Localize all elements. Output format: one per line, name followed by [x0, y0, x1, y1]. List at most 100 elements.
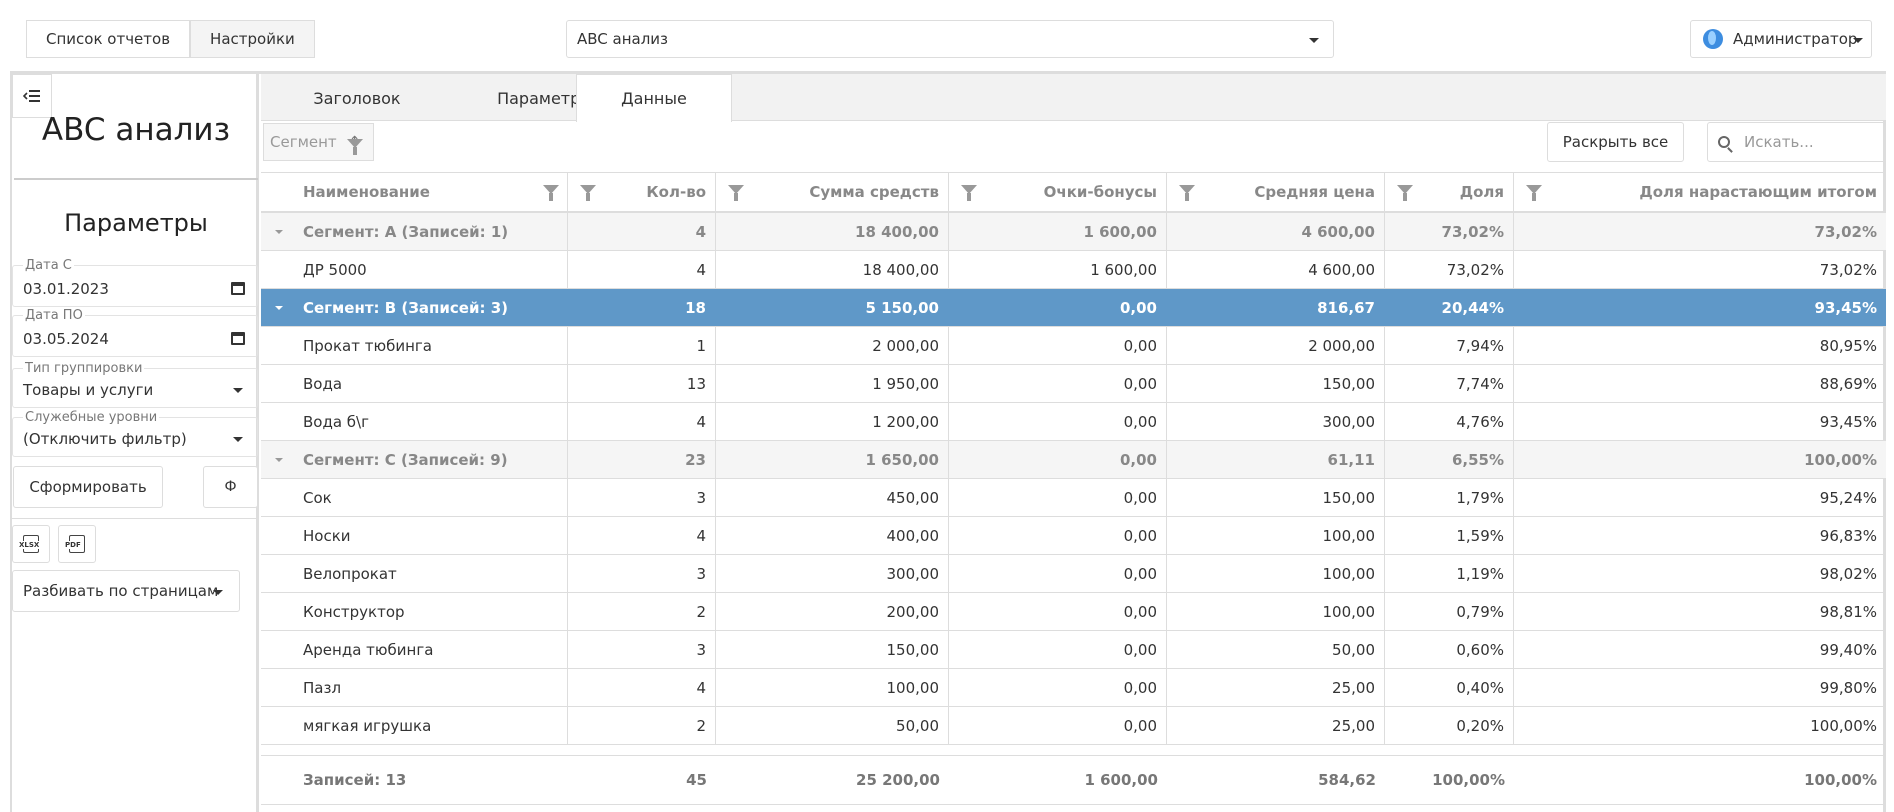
f-button[interactable]: Ф: [203, 466, 258, 508]
table-cell: 1: [568, 327, 716, 364]
paging-select[interactable]: Разбивать по страницам: [12, 570, 240, 612]
date-from-field[interactable]: Дата С 03.01.2023: [12, 259, 258, 307]
xlsx-file-icon: XLSX: [18, 535, 41, 553]
table-cell: мягкая игрушка: [261, 707, 568, 744]
col-header-cumulative-share[interactable]: Доля нарастающим итогом: [1514, 173, 1886, 211]
col-header-share[interactable]: Доля: [1385, 173, 1514, 211]
group-row[interactable]: Сегмент: B (Записей: 3) 18 5 150,00 0,00 816…: [261, 289, 1886, 327]
table-cell: 0,00: [949, 479, 1167, 516]
table-row[interactable]: Конструктор 2 200,00 0,00 100,00 0,79% 98,81%: [261, 593, 1886, 631]
table-cell: 99,40%: [1819, 640, 1877, 659]
collapse-sidebar-button[interactable]: [12, 74, 52, 118]
col-header-qty[interactable]: Кол-во: [568, 173, 716, 211]
table-cell: 0,79%: [1385, 593, 1514, 630]
table-cell: 4 600,00: [1167, 213, 1385, 250]
table-cell: 0,20%: [1385, 707, 1514, 744]
expand-caret-icon[interactable]: [275, 230, 283, 234]
filter-icon[interactable]: [1526, 185, 1542, 201]
table-cell: 73,02%: [1819, 260, 1877, 279]
table-row[interactable]: Носки 4 400,00 0,00 100,00 1,59% 96,83%: [261, 517, 1886, 555]
table-cell: 7,74%: [1385, 365, 1514, 402]
group-row[interactable]: Сегмент: A (Записей: 1) 4 18 400,00 1 600,0…: [261, 213, 1886, 251]
pdf-label: PDF: [64, 541, 82, 549]
export-pdf-button[interactable]: PDF: [58, 525, 96, 563]
table-row[interactable]: Велопрокат 3 300,00 0,00 100,00 1,19% 98,02%: [261, 555, 1886, 593]
search-icon: [1718, 136, 1730, 148]
table-cell: 1,19%: [1385, 555, 1514, 592]
filter-icon[interactable]: [543, 185, 559, 201]
table-cell: 1 950,00: [716, 365, 949, 402]
summary-cell: 100,00%: [1432, 771, 1505, 789]
table-cell: 400,00: [716, 517, 949, 554]
settings-button[interactable]: Настройки: [190, 20, 315, 58]
col-header-label: Сумма средств: [809, 183, 939, 201]
table-row[interactable]: Аренда тюбинга 3 150,00 0,00 50,00 0,60% 99,40…: [261, 631, 1886, 669]
filter-icon[interactable]: [728, 185, 744, 201]
user-menu[interactable]: Администратор: [1690, 20, 1872, 58]
user-name: Администратор: [1733, 30, 1858, 48]
table-cell: 5 150,00: [716, 289, 949, 326]
tab-header[interactable]: Заголовок: [313, 88, 401, 108]
table-cell: 4: [568, 213, 716, 250]
calendar-icon[interactable]: [231, 332, 245, 345]
filter-icon[interactable]: [961, 185, 977, 201]
table-row[interactable]: Вода б\г 4 1 200,00 0,00 300,00 4,76% 93,45%: [261, 403, 1886, 441]
expand-all-button[interactable]: Раскрыть все: [1547, 122, 1684, 162]
col-header-sum[interactable]: Сумма средств: [716, 173, 949, 211]
table-cell: 100,00: [716, 669, 949, 706]
summary-cell: 100,00%: [1804, 771, 1877, 789]
table-cell: 98,81%: [1819, 602, 1877, 621]
filter-icon[interactable]: [347, 139, 363, 155]
export-xlsx-button[interactable]: XLSX: [12, 525, 50, 563]
table-cell: 2 000,00: [716, 327, 949, 364]
calendar-icon[interactable]: [231, 282, 245, 295]
summary-cell: 584,62: [1318, 771, 1376, 789]
expand-caret-icon[interactable]: [275, 458, 283, 462]
table-row[interactable]: Вода 13 1 950,00 0,00 150,00 7,74% 88,69%: [261, 365, 1886, 403]
table-cell: 200,00: [716, 593, 949, 630]
table-cell: 0,00: [949, 555, 1167, 592]
grid-header-row: Наименование Кол-во Сумма средств Очки-б…: [261, 173, 1886, 213]
tab-parameters[interactable]: Параметры: [497, 88, 593, 108]
table-row[interactable]: ДР 5000 4 18 400,00 1 600,00 4 600,00 73,02% 7…: [261, 251, 1886, 289]
date-from-label: Дата С: [23, 258, 74, 273]
table-row[interactable]: мягкая игрушка 2 50,00 0,00 25,00 0,20% 100,00…: [261, 707, 1886, 745]
table-cell: 100,00%: [1810, 716, 1877, 735]
search-input[interactable]: Искать...: [1707, 122, 1886, 162]
table-cell: 73,02%: [1814, 222, 1877, 241]
table-row[interactable]: Сок 3 450,00 0,00 150,00 1,79% 95,24%: [261, 479, 1886, 517]
report-list-button[interactable]: Список отчетов: [26, 20, 191, 58]
table-cell: 816,67: [1167, 289, 1385, 326]
table-cell: 4 600,00: [1167, 251, 1385, 288]
table-row[interactable]: Пазл 4 100,00 0,00 25,00 0,40% 99,80%: [261, 669, 1886, 707]
table-cell: 88,69%: [1819, 374, 1877, 393]
col-header-name[interactable]: Наименование: [261, 173, 568, 211]
col-header-avg-price[interactable]: Средняя цена: [1167, 173, 1385, 211]
table-cell: Прокат тюбинга: [261, 327, 568, 364]
filter-icon[interactable]: [1397, 185, 1413, 201]
col-header-bonus[interactable]: Очки-бонусы: [949, 173, 1167, 211]
service-levels-select[interactable]: Служебные уровни (Отключить фильтр): [12, 411, 258, 457]
expand-caret-icon[interactable]: [275, 306, 283, 310]
col-header-label: Средняя цена: [1254, 183, 1375, 201]
table-cell: 0,00: [949, 669, 1167, 706]
table-cell: 0,00: [949, 403, 1167, 440]
table-row[interactable]: Прокат тюбинга 1 2 000,00 0,00 2 000,00 7,94%…: [261, 327, 1886, 365]
summary-cell: 45: [686, 771, 707, 789]
table-cell: 3: [568, 555, 716, 592]
date-to-field[interactable]: Дата ПО 03.05.2024: [12, 309, 258, 357]
group-panel: [261, 121, 1886, 173]
group-row[interactable]: Сегмент: C (Записей: 9) 23 1 650,00 0,00 61,…: [261, 441, 1886, 479]
table-cell: 3: [568, 479, 716, 516]
tab-data[interactable]: Данные: [576, 74, 732, 122]
group-segment-chip[interactable]: Сегмент ↑: [263, 123, 374, 161]
report-select-value: ABC анализ: [577, 30, 669, 48]
table-cell: 61,11: [1167, 441, 1385, 478]
table-cell: 18 400,00: [716, 213, 949, 250]
filter-icon[interactable]: [580, 185, 596, 201]
filter-icon[interactable]: [1179, 185, 1195, 201]
report-select[interactable]: ABC анализ: [566, 20, 1334, 58]
table-cell: 93,45%: [1814, 298, 1877, 317]
generate-button[interactable]: Сформировать: [13, 466, 163, 508]
grouping-type-select[interactable]: Тип группировки Товары и услуги: [12, 362, 258, 408]
